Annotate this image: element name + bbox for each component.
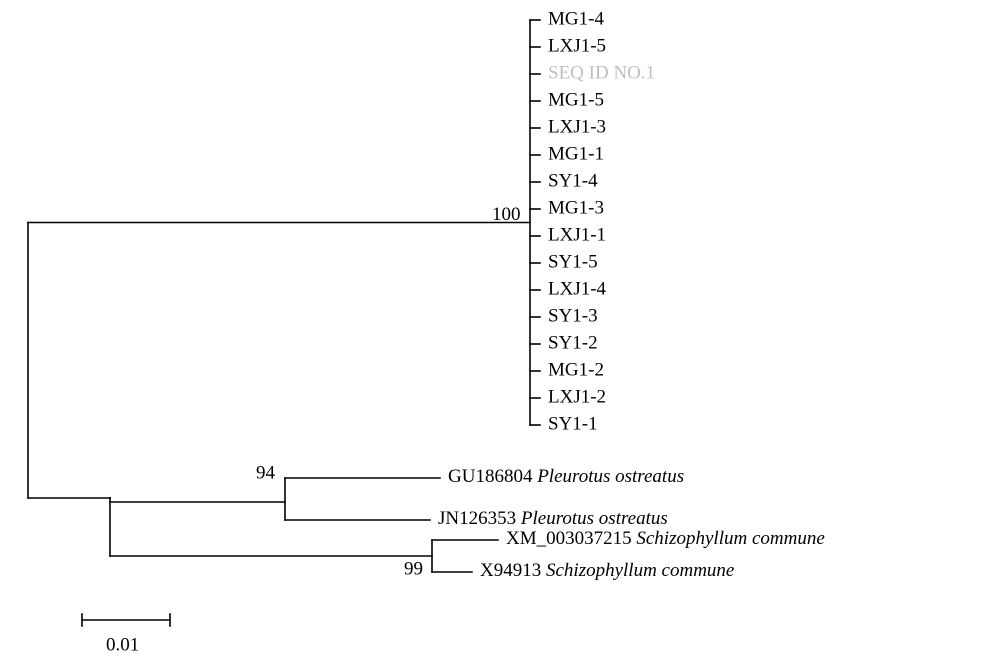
tip-label: SY1-5	[548, 251, 598, 272]
tip-label: LXJ1-1	[548, 224, 606, 245]
tip-label: MG1-4	[548, 8, 604, 29]
tip-label: MG1-5	[548, 89, 604, 110]
tip-label: JN126353 Pleurotus ostreatus	[438, 508, 668, 529]
tip-label: LXJ1-4	[548, 278, 607, 299]
phylogenetic-tree: MG1-4 LXJ1-5 SEQ ID NO.1 MG1-5 LXJ1-3 MG1-1 SY…	[0, 0, 1000, 666]
tip-label: MG1-3	[548, 197, 604, 218]
scalebar-label: 0.01	[106, 634, 139, 655]
tip-label: LXJ1-2	[548, 386, 606, 407]
tip-label: SY1-1	[548, 413, 598, 434]
bootstrap-label: 99	[404, 558, 423, 579]
tip-label: LXJ1-3	[548, 116, 606, 137]
tip-label: GU186804 Pleurotus ostreatus	[448, 466, 684, 487]
bootstrap-label: 100	[492, 204, 521, 225]
tip-label: MG1-1	[548, 143, 604, 164]
tip-label: MG1-2	[548, 359, 604, 380]
tip-label: X94913 Schizophyllum commune	[480, 560, 734, 581]
tip-label: SY1-3	[548, 305, 598, 326]
tip-label: LXJ1-5	[548, 35, 606, 56]
bootstrap-label: 94	[256, 462, 276, 483]
tip-label: XM_003037215 Schizophyllum commune	[506, 528, 825, 549]
tip-label: SEQ ID NO.1	[548, 62, 655, 83]
tip-label: SY1-2	[548, 332, 598, 353]
tip-label: SY1-4	[548, 170, 598, 191]
